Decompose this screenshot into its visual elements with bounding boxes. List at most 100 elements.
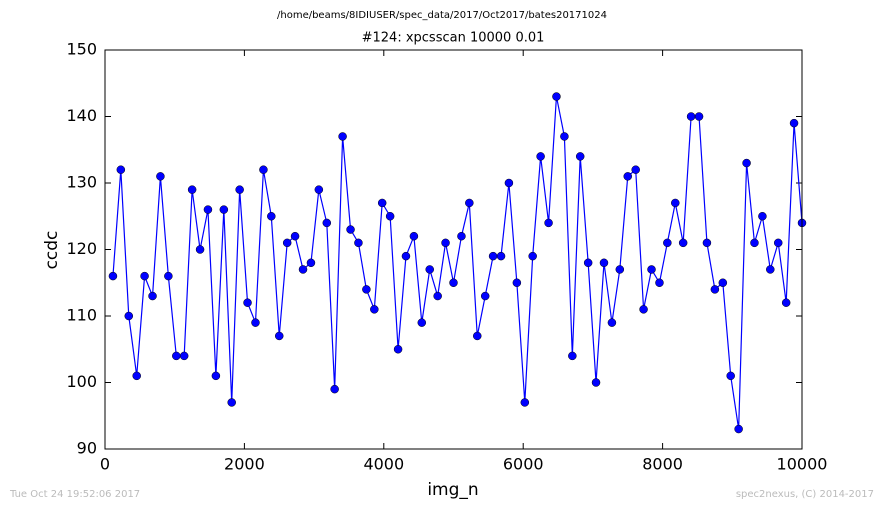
data-point — [108, 271, 118, 281]
data-point — [370, 305, 379, 314]
y-tick-label: 100 — [66, 372, 97, 391]
data-point — [631, 165, 640, 174]
data-point — [235, 185, 244, 194]
data-point — [504, 178, 514, 188]
x-tick-label: 0 — [100, 455, 110, 474]
data-point — [694, 112, 704, 121]
data-point — [251, 318, 260, 327]
data-point — [227, 398, 236, 407]
data-point — [172, 351, 181, 361]
x-tick-label: 8000 — [642, 455, 683, 474]
data-point — [116, 165, 126, 174]
y-tick-label: 130 — [66, 173, 97, 192]
data-point — [512, 278, 522, 287]
data-point — [575, 152, 585, 161]
data-point — [623, 172, 632, 181]
data-point — [298, 265, 308, 274]
data-point — [409, 231, 419, 241]
suptitle: /home/beams/8IDIUSER/spec_data/2017/Oct2… — [277, 10, 607, 21]
data-point — [615, 265, 625, 274]
data-point — [187, 185, 197, 194]
data-point — [140, 271, 149, 281]
data-point — [401, 251, 411, 261]
plot-frame — [104, 49, 803, 450]
x-tick-label: 4000 — [363, 455, 404, 474]
data-point — [195, 245, 205, 254]
data-point — [639, 305, 648, 314]
data-point — [219, 205, 229, 214]
data-point — [417, 318, 427, 327]
y-tick-label: 120 — [66, 239, 97, 258]
data-point — [647, 265, 656, 274]
data-point — [330, 384, 339, 394]
data-point — [433, 291, 442, 301]
data-point — [203, 205, 213, 214]
data-point — [124, 311, 134, 321]
data-point — [385, 212, 395, 221]
data-point — [338, 132, 347, 141]
data-point — [425, 265, 434, 274]
data-point — [663, 238, 672, 248]
data-point — [671, 198, 680, 208]
data-point — [726, 371, 735, 381]
data-point — [480, 291, 490, 301]
data-point — [544, 218, 553, 228]
data-point — [457, 231, 466, 241]
y-tick-label: 140 — [66, 106, 97, 125]
data-point — [560, 132, 569, 141]
data-point — [758, 212, 767, 221]
chart-title: #124: xpcsscan 10000 0.01 — [362, 31, 545, 46]
data-point — [552, 92, 561, 101]
data-line — [112, 96, 803, 430]
data-point — [734, 424, 743, 434]
data-point — [314, 185, 324, 194]
data-point — [132, 371, 141, 381]
data-point — [354, 238, 363, 248]
data-point — [275, 331, 284, 341]
data-point — [441, 238, 450, 248]
data-point — [702, 238, 712, 248]
y-tick-label: 150 — [66, 40, 97, 59]
data-point — [346, 225, 355, 234]
data-point — [449, 278, 458, 287]
data-point — [267, 212, 276, 221]
data-point — [377, 198, 387, 208]
data-point — [599, 258, 609, 268]
data-point — [686, 112, 696, 121]
x-tick-label: 2000 — [224, 455, 265, 474]
data-point — [742, 158, 751, 168]
data-point — [465, 198, 474, 208]
data-point — [290, 231, 300, 241]
footer-right: spec2nexus, (C) 2014-2017 — [736, 489, 874, 500]
data-point — [259, 165, 268, 174]
x-tick-label: 10000 — [777, 455, 828, 474]
data-point — [718, 278, 728, 287]
data-point — [179, 351, 189, 361]
data-point — [211, 371, 221, 381]
data-point — [710, 285, 720, 294]
data-point — [750, 238, 759, 248]
data-point — [591, 378, 601, 387]
data-point — [156, 172, 165, 181]
data-point — [488, 251, 498, 261]
data-point — [496, 251, 506, 261]
data-point — [781, 298, 791, 307]
footer-left: Tue Oct 24 19:52:06 2017 — [9, 489, 140, 500]
data-point — [789, 118, 799, 128]
data-point — [148, 291, 157, 301]
y-axis-label: ccdc — [42, 231, 62, 270]
x-axis-label: img_n — [427, 480, 478, 500]
data-point — [322, 218, 332, 228]
data-point — [766, 265, 775, 274]
data-point — [243, 298, 252, 307]
data-point — [528, 251, 537, 261]
data-point — [282, 238, 292, 248]
data-point — [607, 318, 617, 327]
data-point — [678, 238, 688, 248]
data-point — [362, 285, 371, 294]
data-point — [306, 258, 316, 268]
data-point — [473, 331, 482, 341]
data-point — [393, 345, 403, 354]
